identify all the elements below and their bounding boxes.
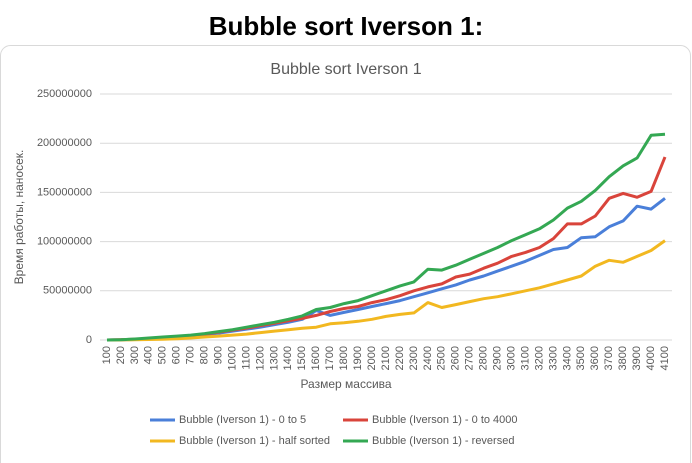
x-tick-label: 2700: [464, 346, 476, 370]
x-tick-label: 700: [185, 346, 197, 364]
x-tick-label: 3900: [631, 346, 643, 370]
x-tick-label: 500: [157, 346, 169, 364]
legend-label: Bubble (Iverson 1) - reversed: [372, 435, 514, 447]
chart-title: Bubble sort Iverson 1: [270, 61, 421, 78]
y-tick-label: 150000000: [37, 186, 92, 198]
y-tick-label: 0: [86, 334, 92, 346]
x-tick-label: 1900: [352, 346, 364, 370]
x-tick-label: 3300: [547, 346, 559, 370]
x-tick-label: 3100: [519, 346, 531, 370]
x-tick-label: 100: [101, 346, 113, 364]
x-tick-label: 1400: [282, 346, 294, 370]
x-axis-title: Размер массива: [300, 377, 391, 391]
legend-label: Bubble (Iverson 1) - half sorted: [179, 435, 330, 447]
x-tick-label: 1100: [240, 346, 252, 370]
x-tick-label: 3800: [617, 346, 629, 370]
x-tick-label: 3400: [561, 346, 573, 370]
legend-label: Bubble (Iverson 1) - 0 to 5: [179, 414, 306, 426]
x-tick-label: 1000: [226, 346, 238, 370]
x-tick-label: 4000: [645, 346, 657, 370]
y-tick-label: 50000000: [43, 285, 92, 297]
x-tick-label: 600: [171, 346, 183, 364]
y-tick-label: 250000000: [37, 88, 92, 100]
x-tick-label: 2200: [394, 346, 406, 370]
x-tick-label: 2100: [380, 346, 392, 370]
x-tick-label: 4100: [659, 346, 671, 370]
x-tick-label: 2900: [492, 346, 504, 370]
x-tick-label: 1600: [310, 346, 322, 370]
chart-frame: [0, 45, 691, 463]
x-tick-label: 3600: [589, 346, 601, 370]
x-tick-label: 900: [212, 346, 224, 364]
x-tick-label: 2800: [478, 346, 490, 370]
x-tick-label: 300: [129, 346, 141, 364]
x-tick-label: 200: [115, 346, 127, 364]
x-tick-label: 2000: [366, 346, 378, 370]
x-tick-label: 3700: [603, 346, 615, 370]
y-tick-label: 200000000: [37, 137, 92, 149]
x-tick-label: 3200: [533, 346, 545, 370]
x-tick-label: 800: [199, 346, 211, 364]
x-tick-label: 1800: [338, 346, 350, 370]
x-tick-label: 1200: [254, 346, 266, 370]
legend-label: Bubble (Iverson 1) - 0 to 4000: [372, 414, 518, 426]
x-tick-label: 3000: [505, 346, 517, 370]
y-axis-title: Время работы, наносек.: [12, 150, 26, 285]
x-tick-label: 3500: [575, 346, 587, 370]
series-line: [106, 132, 666, 342]
x-tick-label: 2500: [436, 346, 448, 370]
y-tick-label: 100000000: [37, 236, 92, 248]
x-tick-label: 2400: [422, 346, 434, 370]
x-tick-label: 1700: [324, 346, 336, 370]
x-tick-label: 2600: [450, 346, 462, 370]
x-tick-label: 400: [143, 346, 155, 364]
x-tick-label: 2300: [408, 346, 420, 370]
heading: Bubble sort Iverson 1:: [209, 11, 484, 41]
x-tick-label: 1300: [268, 346, 280, 370]
x-tick-label: 1500: [296, 346, 308, 370]
series-line: [106, 239, 666, 342]
